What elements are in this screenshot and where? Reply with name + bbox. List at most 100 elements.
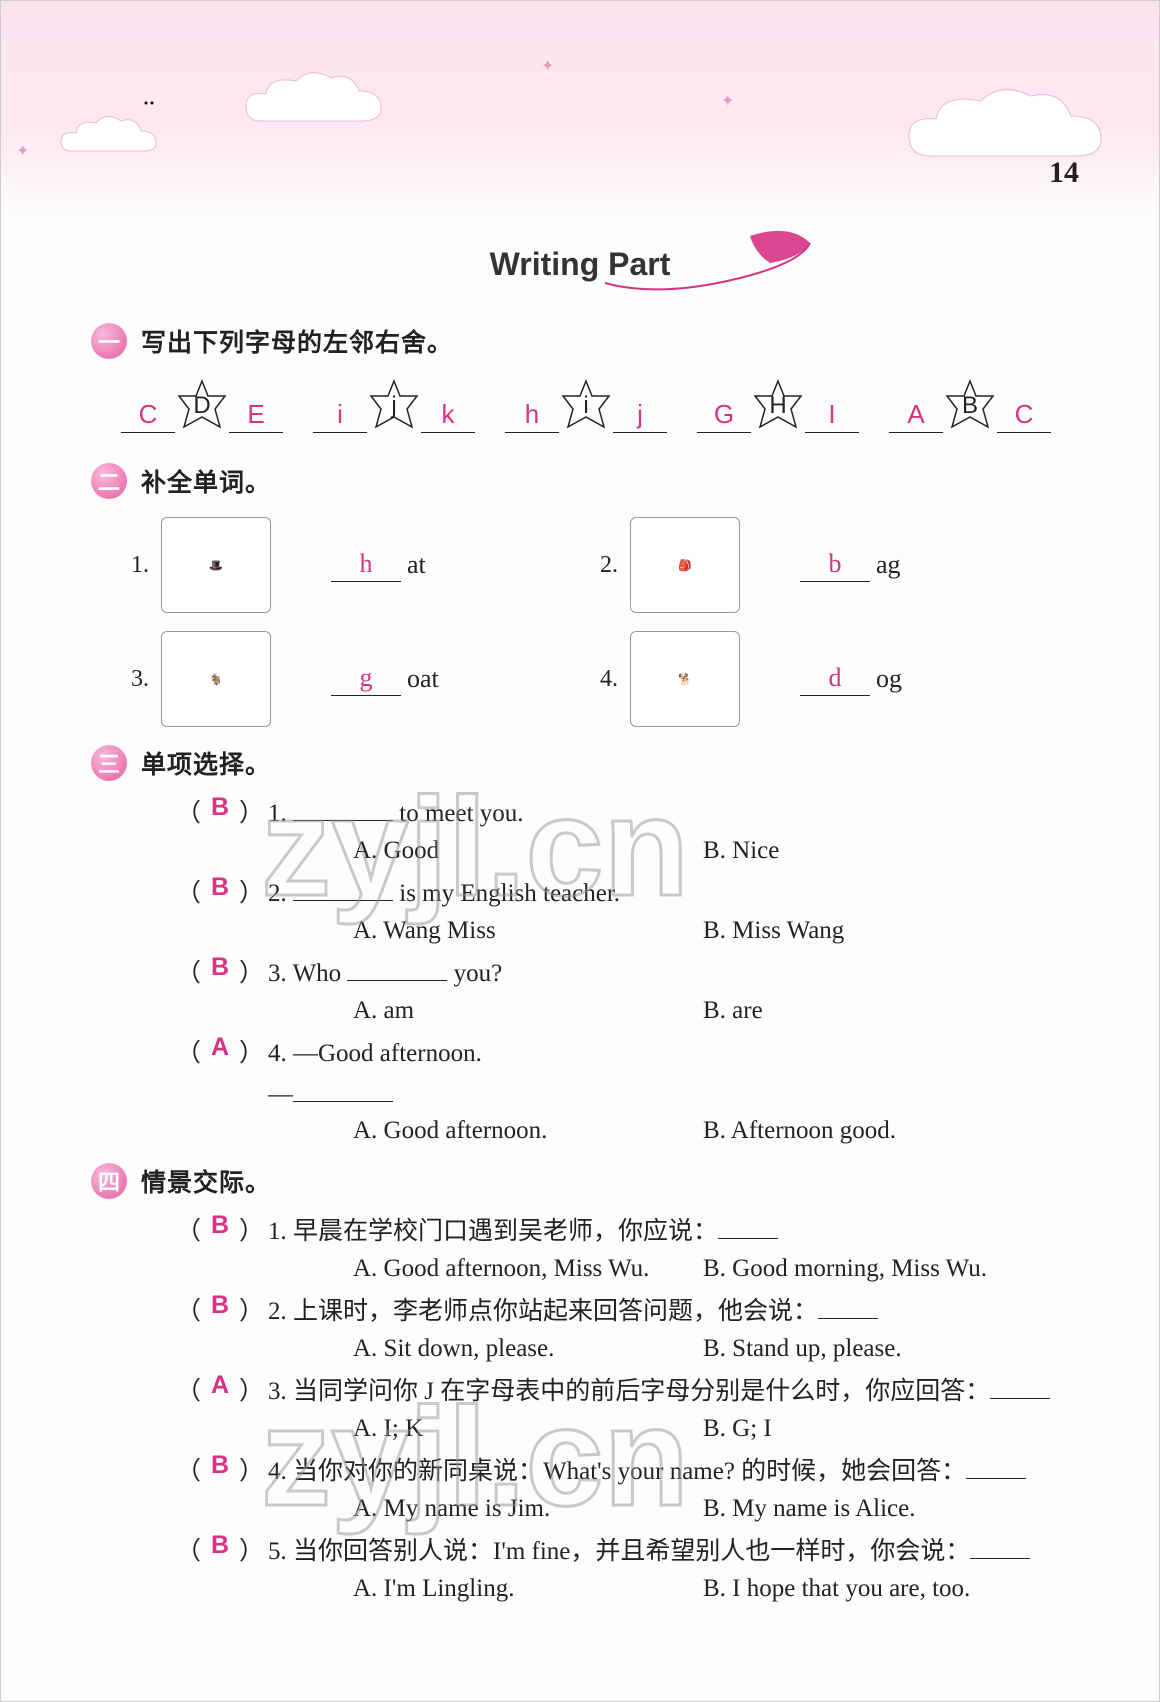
word-stem: og: [876, 664, 902, 694]
letter-answer: E: [229, 399, 283, 433]
question-line: （ B ） 3. Who you?: [176, 953, 1069, 989]
option-b: B. My name is Alice.: [703, 1495, 915, 1523]
word-number: 2.: [600, 552, 630, 579]
question-reply: —: [176, 1077, 1069, 1109]
page-number: 14: [1049, 156, 1079, 190]
star-shape: D: [175, 379, 229, 433]
option-a: A. Wang Miss: [353, 917, 703, 945]
moon-icon: [661, 86, 695, 120]
title-wrap: Writing Part: [91, 246, 1069, 283]
option-a: A. I; K: [353, 1415, 703, 1443]
star-icon: ✦: [541, 56, 554, 76]
question-line: （ B ） 2. 上课时，李老师点你站起来回答问题，他会说：: [176, 1291, 1069, 1327]
section-4-header: 四 情景交际。: [91, 1163, 1069, 1199]
answer: A: [201, 1371, 239, 1407]
picture-dog: 🐕: [630, 631, 740, 727]
option-a: A. Good: [353, 837, 703, 865]
option-a: A. I'm Lingling.: [353, 1575, 703, 1603]
answer: B: [201, 953, 239, 989]
moon-icon: [881, 101, 921, 141]
section-badge: 四: [91, 1163, 127, 1199]
picture-goat: 🐐: [161, 631, 271, 727]
letter-answer: C: [997, 399, 1051, 433]
option-a: A. Good afternoon.: [353, 1117, 703, 1145]
word-fill: d: [800, 663, 870, 696]
options-row: A. Good afternoon. B. Afternoon good.: [176, 1117, 1069, 1145]
letter-answer: h: [505, 399, 559, 433]
options-row: A. I; K B. G; I: [176, 1415, 1069, 1443]
feather-underline: [600, 228, 820, 308]
star-shape: B: [943, 379, 997, 433]
word-fill: b: [800, 549, 870, 582]
star-icon: ✦: [721, 91, 734, 111]
question-line: （ A ） 3. 当同学问你 J 在字母表中的前后字母分别是什么时，你应回答：: [176, 1371, 1069, 1407]
star-icon: ✦: [16, 141, 29, 161]
option-b: B. Nice: [703, 837, 779, 865]
question-line: （ B ） 5. 当你回答别人说：I'm fine，并且希望别人也一样时，你会说…: [176, 1531, 1069, 1567]
mcq-block: （ B ） 1. to meet you. A. Good B. Nice （ …: [91, 793, 1069, 1145]
star-shape: H: [751, 379, 805, 433]
letter-answer: A: [889, 399, 943, 433]
options-row: A. I'm Lingling. B. I hope that you are,…: [176, 1575, 1069, 1603]
word-number: 4.: [600, 666, 630, 693]
word-fill: g: [331, 663, 401, 696]
letter-answer: G: [697, 399, 751, 433]
letter-group: G H I: [697, 379, 859, 433]
question-line: （ B ） 1. to meet you.: [176, 793, 1069, 829]
option-b: B. G; I: [703, 1415, 772, 1443]
word-stem: oat: [407, 664, 439, 694]
option-b: B. Afternoon good.: [703, 1117, 896, 1145]
letter-row: C D E i j k h i j G H I A B C: [91, 379, 1069, 433]
question-line: （ A ） 4. —Good afternoon.: [176, 1033, 1069, 1069]
options-row: A. Sit down, please. B. Stand up, please…: [176, 1335, 1069, 1363]
question-line: （ B ） 2. is my English teacher.: [176, 873, 1069, 909]
cloud-decor: [241, 66, 391, 131]
section-badge: 一: [91, 323, 127, 359]
section-3-header: 三 单项选择。: [91, 745, 1069, 781]
letter-group: A B C: [889, 379, 1051, 433]
option-b: B. are: [703, 997, 763, 1025]
option-b: B. Stand up, please.: [703, 1335, 902, 1363]
options-row: A. Good afternoon, Miss Wu. B. Good morn…: [176, 1255, 1069, 1283]
word-number: 1.: [131, 552, 161, 579]
section-title: 情景交际。: [141, 1163, 271, 1199]
section-1-header: 一 写出下列字母的左邻右舍。: [91, 323, 1069, 359]
question-line: （ B ） 1. 早晨在学校门口遇到吴老师，你应说：: [176, 1211, 1069, 1247]
letter-answer: I: [805, 399, 859, 433]
answer: A: [201, 1033, 239, 1069]
word-number: 3.: [131, 666, 161, 693]
word-row: 1. 🎩 h at 2. 🎒 b ag: [91, 517, 1069, 613]
question-line: （ B ） 4. 当你对你的新同桌说：What's your name? 的时候…: [176, 1451, 1069, 1487]
answer: B: [201, 793, 239, 829]
answer: B: [201, 1211, 239, 1247]
option-a: A. Sit down, please.: [353, 1335, 703, 1363]
letter-answer: i: [313, 399, 367, 433]
star-shape: j: [367, 379, 421, 433]
situational-block: （ B ） 1. 早晨在学校门口遇到吴老师，你应说： A. Good after…: [91, 1211, 1069, 1603]
option-b: B. I hope that you are, too.: [703, 1575, 970, 1603]
options-row: A. Good B. Nice: [176, 837, 1069, 865]
picture-hat: 🎩: [161, 517, 271, 613]
option-b: B. Good morning, Miss Wu.: [703, 1255, 987, 1283]
moon-icon: [481, 71, 515, 105]
option-a: A. Good afternoon, Miss Wu.: [353, 1255, 703, 1283]
letter-answer: j: [613, 399, 667, 433]
content-area: Writing Part 一 写出下列字母的左邻右舍。 C D E i j k …: [1, 246, 1159, 1603]
option-a: A. My name is Jim.: [353, 1495, 703, 1523]
option-a: A. am: [353, 997, 703, 1025]
section-badge: 二: [91, 463, 127, 499]
word-stem: at: [407, 550, 426, 580]
section-title: 补全单词。: [141, 463, 271, 499]
answer: B: [201, 1531, 239, 1567]
cloud-decor: [901, 81, 1111, 171]
answer: B: [201, 1451, 239, 1487]
letter-answer: C: [121, 399, 175, 433]
word-row: 3. 🐐 g oat 4. 🐕 d og: [91, 631, 1069, 727]
word-fill: h: [331, 549, 401, 582]
moon-icon: [131, 86, 171, 126]
star-shape: i: [559, 379, 613, 433]
word-stem: ag: [876, 550, 901, 580]
letter-answer: k: [421, 399, 475, 433]
answer: B: [201, 873, 239, 909]
section-badge: 三: [91, 745, 127, 781]
